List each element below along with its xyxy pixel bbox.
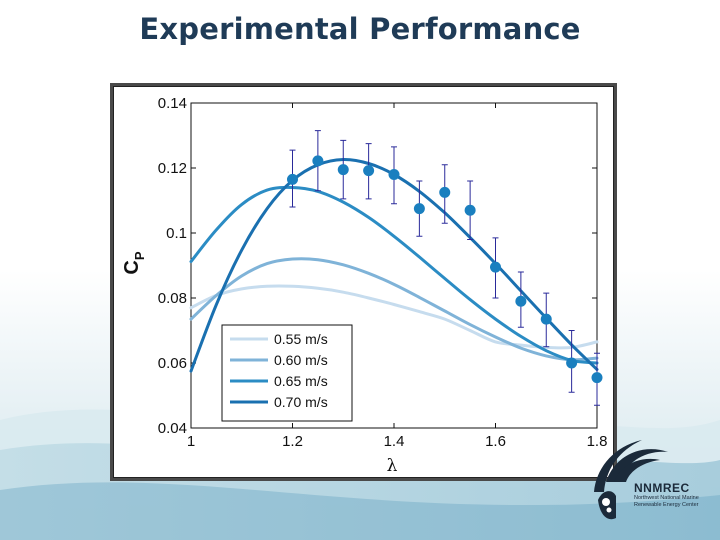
measurement-point: [540, 292, 552, 348]
data-marker: [566, 357, 578, 369]
series-line-0-65-m-s: [189, 185, 599, 365]
svg-text:CP: CP: [121, 251, 147, 274]
data-marker: [591, 372, 603, 384]
y-tick-label: 0.14: [158, 95, 187, 112]
y-axis-label-main: C: [121, 260, 143, 274]
measurement-point: [566, 330, 578, 393]
y-tick-label: 0.12: [158, 160, 187, 177]
measurement-point: [363, 143, 375, 200]
chart-frame: 1 1.2 1.4 1.6 1.8 0.04 0.06 0.08 0.1 0.12 0.14 0.5…: [113, 86, 614, 478]
nnmrec-logo: [594, 440, 668, 520]
logo-name: NNMREC: [634, 481, 690, 495]
x-axis-label: λ: [387, 456, 398, 476]
measurement-point: [337, 139, 349, 200]
series-line-0-55-m-s: [189, 284, 599, 350]
y-tick-label: 0.08: [158, 290, 187, 307]
data-marker: [337, 164, 349, 176]
logo-subtitle-line1: Northwest National Marine: [634, 495, 699, 501]
y-tick-label: 0.1: [166, 225, 187, 242]
legend-box: [221, 324, 353, 422]
data-marker: [464, 204, 476, 216]
logo-subtitle: Northwest National Marine Renewable Ener…: [634, 495, 714, 509]
measurement-point: [287, 149, 298, 208]
data-marker: [413, 203, 425, 215]
slide-title: Experimental Performance: [139, 12, 581, 46]
x-tick-label: 1: [187, 433, 195, 450]
x-tick-label: 1.6: [485, 433, 506, 450]
measurement-point: [439, 164, 451, 224]
data-marker: [312, 155, 324, 167]
measurement-point: [413, 180, 425, 237]
series-line-0-60-m-s: [189, 257, 599, 362]
legend-label: 0.70 m/s: [274, 394, 328, 410]
y-tick-label: 0.04: [158, 420, 187, 437]
legend-label: 0.55 m/s: [274, 331, 328, 347]
measurements: [287, 130, 603, 406]
data-marker: [540, 313, 552, 325]
x-tick-label: 1.4: [384, 433, 405, 450]
y-tick-label: 0.06: [158, 355, 187, 372]
data-marker: [363, 165, 375, 177]
measurement-point: [312, 130, 324, 192]
data-marker: [439, 186, 451, 198]
measurement-point: [591, 352, 603, 406]
y-axis-label: CP: [121, 251, 147, 274]
logo-subtitle-line2: Renewable Energy Center: [634, 502, 699, 508]
legend-label: 0.60 m/s: [274, 352, 328, 368]
measurement-point: [464, 180, 476, 240]
y-axis-label-sub: P: [132, 251, 147, 260]
legend-label: 0.65 m/s: [274, 373, 328, 389]
data-marker: [388, 169, 400, 180]
data-marker: [515, 295, 527, 307]
cp-lambda-chart: 1 1.2 1.4 1.6 1.8 0.04 0.06 0.08 0.1 0.12 0.14 0.5…: [121, 95, 608, 476]
x-tick-label: 1.2: [282, 433, 303, 450]
data-marker: [490, 261, 501, 273]
measurement-point: [490, 237, 501, 299]
measurement-point: [515, 271, 527, 328]
data-marker: [287, 173, 298, 185]
measurement-point: [388, 146, 400, 205]
legend: 0.55 m/s 0.60 m/s 0.65 m/s 0.70 m/s: [221, 324, 353, 422]
x-tick-label: 1.8: [587, 433, 608, 450]
